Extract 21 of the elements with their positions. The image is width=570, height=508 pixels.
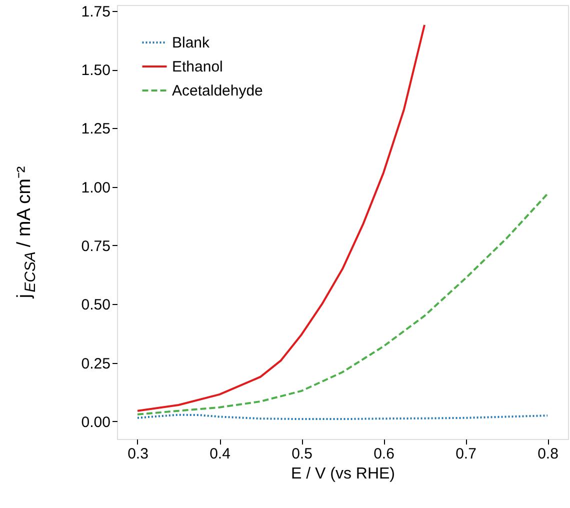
line-series — [136, 24, 426, 412]
line-series — [136, 192, 548, 416]
x-tick-label: 0.3 — [128, 446, 148, 462]
x-axis-title: E / V (vs RHE) — [290, 466, 396, 482]
legend-label: Ethanol — [172, 58, 223, 76]
x-tick-label: 0.8 — [538, 446, 558, 462]
x-tick-label: 0.5 — [292, 446, 312, 462]
x-tick-label: 0.6 — [374, 446, 394, 462]
y-tick-label: 1.00 — [81, 179, 110, 196]
legend-label: Acetaldehyde — [172, 82, 263, 100]
y-tick-label: 0.25 — [81, 355, 110, 372]
y-tick-label: 1.25 — [81, 120, 110, 138]
y-tick-label: 0.00 — [81, 414, 110, 431]
y-tick-label: 0.75 — [81, 238, 110, 255]
x-tick-label: 0.7 — [456, 446, 476, 462]
x-tick-label: 0.4 — [210, 446, 230, 462]
y-tick-label: 1.50 — [81, 62, 110, 80]
y-axis-title: jECSA / mA cm⁻² — [14, 166, 39, 300]
legend-label: Blank — [172, 34, 210, 52]
y-tick-label: 1.75 — [81, 3, 110, 20]
y-tick-label: 0.50 — [81, 296, 110, 314]
